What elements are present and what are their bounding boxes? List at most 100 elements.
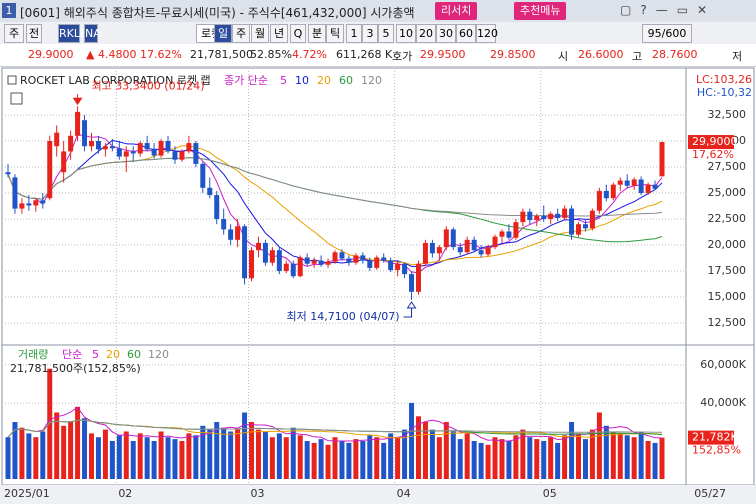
date-axis bbox=[0, 485, 756, 504]
volume-bar bbox=[520, 429, 526, 480]
price-pct: 17,62% bbox=[692, 148, 734, 161]
volume-bar bbox=[339, 440, 345, 480]
volume-bar bbox=[409, 402, 415, 480]
volume-bar bbox=[290, 427, 296, 480]
y-tick-label: 12,500 bbox=[708, 316, 747, 329]
y-tick-label: 40,000K bbox=[700, 396, 746, 409]
candle-body bbox=[485, 247, 491, 255]
candle-body bbox=[172, 151, 178, 160]
volume-bar bbox=[603, 425, 609, 480]
candle-body bbox=[311, 260, 317, 264]
volume-bar bbox=[116, 435, 122, 480]
toolbar-button[interactable]: 주 bbox=[232, 24, 250, 43]
candle-body bbox=[109, 146, 115, 149]
volume-bar bbox=[95, 437, 101, 480]
toolbar-button[interactable]: 10 bbox=[396, 24, 416, 43]
candle-body bbox=[5, 172, 11, 175]
hc-label: HC:-10,32 bbox=[697, 86, 752, 99]
toolbar-button[interactable]: RKLB bbox=[58, 24, 88, 43]
volume-bar bbox=[242, 412, 248, 480]
x-tick-label: 05/27 bbox=[694, 487, 726, 500]
quote-field: 고 bbox=[632, 50, 643, 63]
candle-body bbox=[88, 141, 94, 147]
candle-body bbox=[130, 151, 136, 154]
x-tick-label: 04 bbox=[397, 487, 411, 500]
toolbar-button[interactable]: 전 bbox=[26, 24, 42, 43]
candle-body bbox=[262, 242, 268, 263]
toolbar-button[interactable]: 95/600 bbox=[642, 24, 692, 43]
candle-body bbox=[158, 141, 164, 156]
toolbar-button[interactable]: 60 bbox=[456, 24, 476, 43]
volume-bar bbox=[617, 433, 623, 480]
window-controls[interactable]: ▢?—▭✕ bbox=[620, 3, 717, 17]
toolbar-button[interactable]: 120 bbox=[476, 24, 498, 43]
volume-bar bbox=[645, 440, 651, 480]
toolbar-button[interactable]: 월 bbox=[251, 24, 269, 43]
volume-bar bbox=[40, 431, 46, 480]
toolbar-button[interactable]: 주 bbox=[4, 24, 24, 43]
toolbar-button[interactable]: 20 bbox=[416, 24, 436, 43]
candle-body bbox=[297, 257, 303, 277]
candle-body bbox=[269, 250, 275, 263]
high-arrow bbox=[72, 94, 83, 106]
volume-bar bbox=[513, 435, 519, 480]
volume-bar bbox=[82, 418, 88, 480]
candle-body bbox=[151, 149, 157, 156]
y-tick-label: 15,000 bbox=[708, 290, 747, 303]
volume-bar bbox=[422, 421, 428, 480]
price-panel bbox=[1, 67, 755, 346]
volume-bar bbox=[200, 425, 206, 480]
volume-bar bbox=[555, 442, 561, 480]
volume-bar bbox=[402, 429, 408, 480]
menu-button[interactable]: 추천메뉴 bbox=[514, 2, 567, 20]
y-tick-label: 27,500 bbox=[708, 160, 747, 173]
quote-field: 저 bbox=[732, 50, 743, 63]
candle-body bbox=[520, 211, 526, 223]
volume-bar bbox=[562, 435, 568, 480]
toolbar-button[interactable]: 5 bbox=[378, 24, 394, 43]
candle-body bbox=[464, 239, 470, 253]
volume-bar bbox=[659, 437, 665, 480]
toolbar-button[interactable]: 년 bbox=[270, 24, 288, 43]
volume-bar bbox=[485, 444, 491, 480]
volume-text: 21,781,500주(152,85%) bbox=[10, 362, 141, 375]
volume-bar bbox=[624, 435, 630, 480]
toolbar-button[interactable]: 분 bbox=[308, 24, 326, 43]
x-tick-label: 2025/01 bbox=[4, 487, 50, 500]
volume-bar bbox=[151, 440, 157, 480]
candle-body bbox=[422, 242, 428, 264]
legend-entry: 60 bbox=[127, 348, 141, 361]
candle-body bbox=[332, 252, 338, 262]
volume-bar bbox=[123, 431, 129, 480]
quote-field: 시 bbox=[558, 50, 569, 63]
volume-bar bbox=[54, 412, 60, 480]
y-tick-label: 25,000 bbox=[708, 186, 747, 199]
candle-body bbox=[95, 141, 101, 150]
candle-body bbox=[353, 255, 359, 263]
research-button[interactable]: 리서치 bbox=[435, 2, 478, 20]
volume-bar bbox=[255, 429, 261, 480]
candle-body bbox=[82, 120, 88, 147]
low-note: 최저 14,7100 (04/07) bbox=[287, 310, 400, 323]
toolbar-button[interactable]: 30 bbox=[436, 24, 456, 43]
volume-bar bbox=[527, 437, 533, 480]
toolbar-button[interactable]: NA bbox=[84, 24, 101, 43]
candle-body bbox=[534, 215, 540, 221]
candle-body bbox=[186, 143, 192, 152]
toolbar-button[interactable]: 1 bbox=[346, 24, 362, 43]
toolbar-button[interactable]: 3 bbox=[362, 24, 378, 43]
volume-bar bbox=[214, 421, 220, 480]
toolbar-button[interactable]: Q bbox=[290, 24, 306, 43]
quote-field: 4.72% bbox=[292, 48, 327, 61]
candle-body bbox=[19, 203, 25, 209]
volume-bar bbox=[249, 421, 255, 480]
table-icon bbox=[10, 92, 23, 105]
volume-bar bbox=[360, 440, 366, 480]
volume-bar bbox=[165, 437, 171, 480]
toolbar-button[interactable]: 틱 bbox=[326, 24, 344, 43]
candle-body bbox=[513, 222, 519, 238]
candle-body bbox=[290, 263, 296, 277]
volume-bar bbox=[610, 431, 616, 480]
toolbar-button[interactable]: 일 bbox=[214, 24, 232, 43]
